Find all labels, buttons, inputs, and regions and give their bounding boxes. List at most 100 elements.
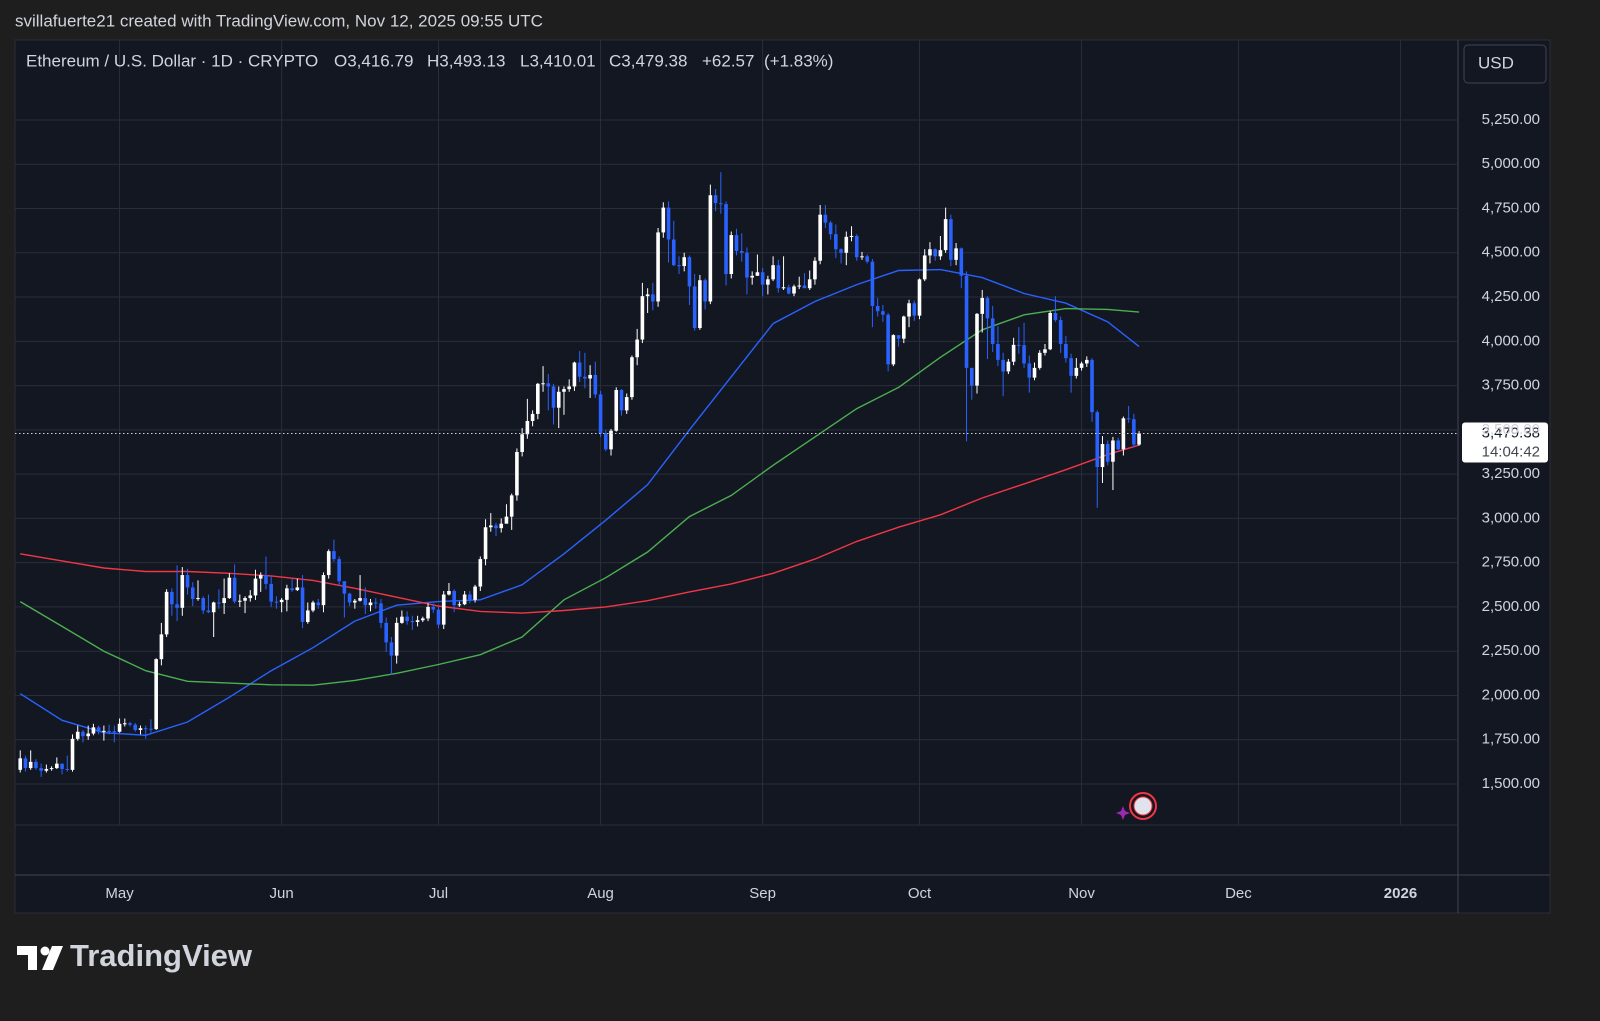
candle-body <box>410 621 415 623</box>
candle-body <box>515 451 519 496</box>
candle-body <box>274 601 279 603</box>
legend-high: H3,493.13 <box>427 51 505 70</box>
candle-body <box>860 256 864 258</box>
candle-body <box>656 232 660 302</box>
x-tick-label: Dec <box>1225 885 1252 902</box>
candle-body <box>912 303 917 316</box>
candle-body <box>719 203 723 205</box>
candle-body <box>238 600 242 602</box>
candle-body <box>823 214 828 223</box>
candle-body <box>253 578 258 596</box>
candle-body <box>232 577 237 602</box>
candle-body <box>682 257 687 267</box>
candle-body <box>248 595 253 599</box>
y-tick-label: 5,000.00 <box>1482 155 1540 172</box>
candle-body <box>1022 345 1026 364</box>
candle-body <box>1137 433 1141 445</box>
x-tick-label: Sep <box>749 885 776 902</box>
attribution: svillafuerte21 created with TradingView.… <box>15 11 543 30</box>
legend-low: L3,410.01 <box>520 51 596 70</box>
candle-body <box>609 430 613 450</box>
candle-body <box>933 249 937 257</box>
candle-body <box>640 296 645 340</box>
candle-body <box>373 602 378 604</box>
candle-body <box>175 604 179 608</box>
candle-body <box>776 265 781 289</box>
symbol-title: Ethereum / U.S. Dollar · 1D · CRYPTO <box>26 51 318 70</box>
event-ring[interactable] <box>1129 792 1157 820</box>
candle-body <box>483 527 488 560</box>
candle-body <box>170 591 174 605</box>
candle-body <box>384 622 389 643</box>
candle-body <box>217 602 221 604</box>
candle-body <box>190 587 195 599</box>
candle-body <box>211 602 216 613</box>
candle-body <box>389 642 394 656</box>
candle-body <box>624 397 629 411</box>
candle-body <box>598 394 603 434</box>
logo-mark <box>42 946 63 970</box>
candle-body <box>70 738 75 770</box>
candle-body <box>300 587 305 622</box>
candle-body <box>18 758 23 770</box>
candle-body <box>562 389 566 392</box>
logo-dot <box>40 946 50 956</box>
candle-body <box>1126 418 1131 420</box>
candle-body <box>698 280 702 329</box>
candle-body <box>44 768 49 771</box>
candle-body <box>708 195 713 302</box>
candle-body <box>1011 344 1016 362</box>
candle-body <box>279 599 284 603</box>
candle-body <box>452 590 456 606</box>
legend-change-pct: (+1.83%) <box>764 51 833 70</box>
candle-body <box>185 575 190 588</box>
logo-mark <box>17 946 37 970</box>
moving-average-line <box>19 307 1140 686</box>
candle-body <box>96 727 101 732</box>
candle-body <box>342 581 347 594</box>
candle-body <box>896 335 901 339</box>
candle-body <box>1069 358 1073 376</box>
candle-body <box>23 758 28 769</box>
candle-body <box>666 207 671 240</box>
logo-text: TradingView <box>70 938 253 973</box>
event-icon[interactable] <box>1116 792 1157 820</box>
legend-open: O3,416.79 <box>334 51 413 70</box>
candle-body <box>1105 444 1110 462</box>
candle-body <box>201 598 206 611</box>
candle-body <box>363 598 368 606</box>
candle-body <box>1064 343 1068 359</box>
currency-button[interactable] <box>1463 44 1547 84</box>
candle-body <box>651 294 655 302</box>
candle-body <box>316 602 321 606</box>
candle-body <box>488 525 493 528</box>
candle-body <box>81 731 85 737</box>
candle-body <box>258 575 263 579</box>
candle-body <box>321 575 326 606</box>
candle-body <box>447 590 451 595</box>
candle-body <box>760 272 765 285</box>
candle-body <box>122 723 127 725</box>
y-tick-label: 4,000.00 <box>1482 332 1540 349</box>
candle-body <box>520 434 524 452</box>
candle-body <box>1006 361 1011 372</box>
candle-body <box>750 275 754 278</box>
currency[interactable]: USD <box>1478 53 1514 72</box>
x-tick-label: Jul <box>429 885 448 902</box>
candle-body <box>902 316 906 339</box>
candle-body <box>635 339 639 358</box>
candle-body <box>875 305 880 312</box>
candle-body <box>938 250 943 257</box>
candle-body <box>677 265 681 267</box>
x-tick-label: Nov <box>1068 885 1095 902</box>
candle-body <box>886 314 890 365</box>
candle-body <box>494 525 498 529</box>
event-flag[interactable] <box>1133 796 1153 816</box>
candle-body <box>577 362 582 377</box>
candle-body <box>959 248 964 276</box>
candle-body <box>107 730 111 732</box>
candle-body <box>206 610 211 613</box>
candle-body <box>729 235 734 275</box>
candle-body <box>102 730 106 732</box>
candle-body <box>457 604 462 606</box>
